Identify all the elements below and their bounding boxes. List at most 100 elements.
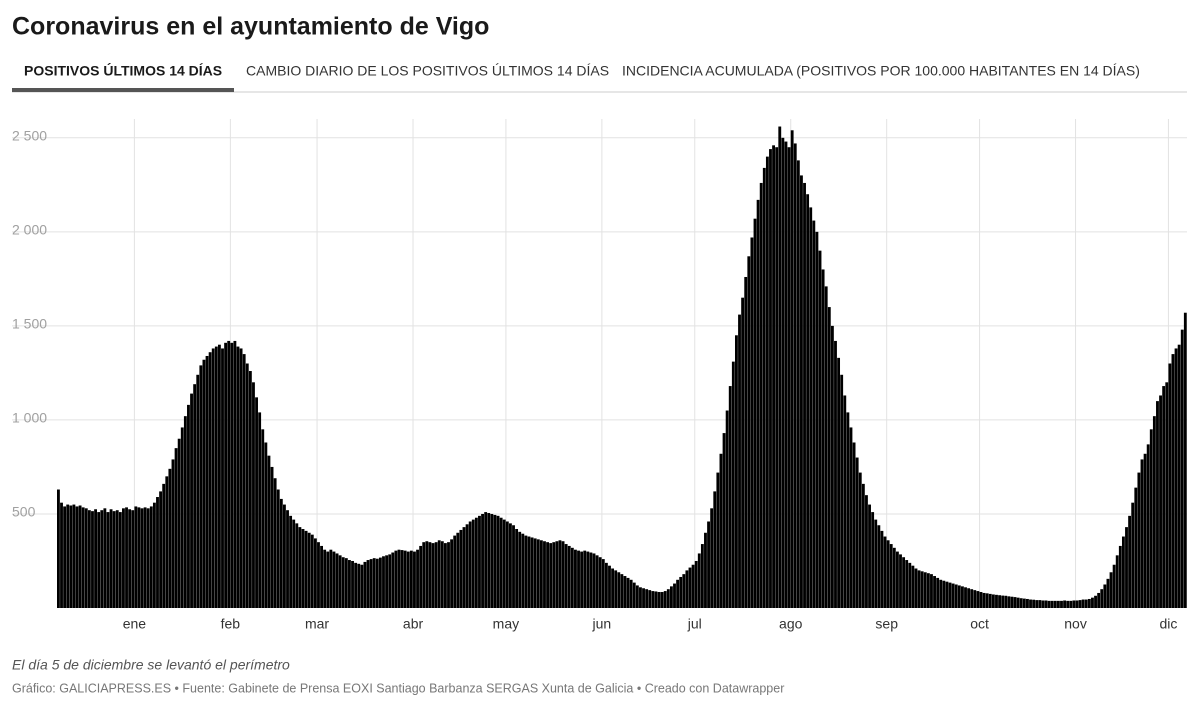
bar xyxy=(115,510,119,608)
bar xyxy=(1118,545,1122,608)
bar xyxy=(899,554,902,608)
bar xyxy=(691,564,695,608)
bar xyxy=(889,544,893,608)
bar xyxy=(1041,600,1045,608)
x-tick-label: abr xyxy=(403,616,424,632)
bar xyxy=(1180,329,1184,608)
bar xyxy=(332,551,336,608)
bar xyxy=(611,568,615,608)
bar xyxy=(91,511,94,608)
bar xyxy=(174,448,178,608)
bar xyxy=(778,126,782,609)
bar xyxy=(552,542,556,608)
bar xyxy=(1128,515,1132,608)
bar xyxy=(1010,596,1014,608)
y-tick-label: 2 500 xyxy=(12,128,47,144)
bar xyxy=(626,577,630,608)
bar xyxy=(753,218,757,608)
bar xyxy=(304,530,308,608)
bar xyxy=(917,570,921,608)
bar xyxy=(509,523,512,608)
bar xyxy=(1115,555,1119,608)
bar xyxy=(812,220,816,609)
bar xyxy=(849,427,853,608)
bar xyxy=(354,562,358,608)
bar xyxy=(577,550,580,608)
bar xyxy=(208,352,212,608)
bar xyxy=(112,511,116,608)
x-tick-label: jun xyxy=(592,616,612,632)
bar xyxy=(233,340,237,608)
bar xyxy=(1149,429,1153,608)
bar xyxy=(713,491,717,608)
bar xyxy=(964,587,967,608)
bar xyxy=(756,199,760,608)
bar xyxy=(230,342,234,608)
bar xyxy=(357,563,361,608)
bar xyxy=(499,517,503,608)
bar xyxy=(800,175,803,608)
bar xyxy=(242,354,246,608)
bar xyxy=(1038,600,1042,608)
bar xyxy=(391,552,395,608)
bar xyxy=(159,491,163,608)
bar xyxy=(1162,386,1166,608)
bar xyxy=(245,363,249,608)
bar xyxy=(923,572,927,608)
bar xyxy=(970,589,974,608)
bar xyxy=(660,592,664,608)
bar xyxy=(998,595,1001,608)
bar xyxy=(320,545,323,608)
bar xyxy=(283,504,286,608)
bar xyxy=(911,565,915,608)
bar xyxy=(880,530,884,608)
bar xyxy=(505,521,509,608)
bar xyxy=(1019,598,1023,608)
bar xyxy=(329,549,333,608)
bar xyxy=(688,567,692,608)
bar xyxy=(948,582,952,608)
bar xyxy=(716,472,720,608)
bar xyxy=(125,507,128,608)
bar xyxy=(936,577,940,608)
bar xyxy=(524,535,528,608)
tab[interactable]: POSITIVOS ÚLTIMOS 14 DÍAS xyxy=(24,62,222,79)
bar xyxy=(858,472,862,608)
bar xyxy=(735,335,738,608)
bar xyxy=(883,536,887,608)
bar xyxy=(81,507,85,608)
chart-title: Coronavirus en el ayuntamiento de Vigo xyxy=(12,13,489,41)
bar xyxy=(635,585,639,608)
bar xyxy=(920,571,924,608)
bar xyxy=(1047,600,1051,608)
bar xyxy=(951,583,955,608)
bar xyxy=(939,579,943,608)
bar xyxy=(171,459,175,608)
bar xyxy=(1146,444,1150,608)
bar xyxy=(601,559,605,608)
bar xyxy=(1177,344,1181,608)
bar xyxy=(874,519,878,608)
bar xyxy=(369,559,373,608)
tab[interactable]: INCIDENCIA ACUMULADA (POSITIVOS POR 100.… xyxy=(622,63,1140,79)
x-tick-label: sep xyxy=(875,616,898,632)
bar xyxy=(84,508,88,608)
bar xyxy=(926,573,930,608)
bar xyxy=(781,137,785,609)
bar xyxy=(979,592,983,608)
bar xyxy=(270,466,274,608)
bar xyxy=(425,541,429,608)
bar xyxy=(1131,502,1135,608)
x-tick-label: dic xyxy=(1159,616,1177,632)
bar xyxy=(1056,600,1060,608)
bar xyxy=(1152,416,1156,608)
bar xyxy=(1112,564,1116,608)
bar xyxy=(1007,596,1011,608)
bar xyxy=(728,386,732,608)
y-tick-label: 1 000 xyxy=(12,410,47,426)
tab[interactable]: CAMBIO DIARIO DE LOS POSITIVOS ÚLTIMOS 1… xyxy=(246,63,609,79)
bar xyxy=(861,483,865,608)
bar xyxy=(598,557,602,608)
bar xyxy=(908,562,912,608)
bar xyxy=(468,521,472,608)
